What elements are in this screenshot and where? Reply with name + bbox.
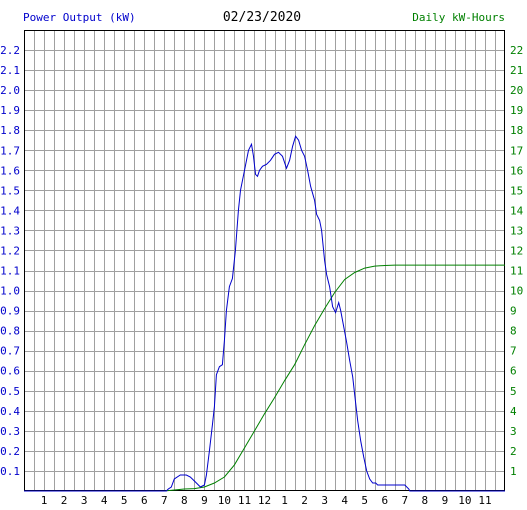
x-tick-label: 9	[442, 494, 449, 507]
left-tick-label: 0.3	[0, 425, 20, 438]
plot-frame	[24, 30, 505, 491]
right-tick-label: 6	[510, 365, 517, 378]
left-tick-label: 1.9	[0, 104, 20, 117]
x-tick-label: 1	[281, 494, 288, 507]
chart-grid	[24, 30, 505, 491]
left-tick-label: 2.1	[0, 64, 20, 77]
power-output-line	[24, 135, 505, 492]
left-tick-label: 0.9	[0, 305, 20, 318]
x-tick-label: 1	[41, 494, 48, 507]
left-tick-label: 1.2	[0, 244, 20, 257]
x-tick-label: 6	[141, 494, 148, 507]
right-tick-label: 3	[510, 425, 517, 438]
left-tick-label: 1.1	[0, 265, 20, 278]
x-tick-label: 7	[401, 494, 408, 507]
left-tick-label: 0.4	[0, 405, 20, 418]
x-tick-label: 11	[478, 494, 491, 507]
left-tick-label: 1.3	[0, 224, 20, 237]
left-tick-label: 0.1	[0, 465, 20, 478]
x-tick-label: 4	[101, 494, 108, 507]
x-tick-label: 3	[321, 494, 328, 507]
right-axis-title: Daily kW-Hours	[412, 11, 505, 24]
right-tick-label: 22	[510, 44, 523, 57]
right-tick-label: 18	[510, 124, 523, 137]
left-tick-label: 0.6	[0, 365, 20, 378]
left-tick-label: 0.7	[0, 345, 20, 358]
right-tick-label: 1	[510, 465, 517, 478]
right-tick-label: 17	[510, 144, 523, 157]
x-tick-label: 8	[422, 494, 429, 507]
right-tick-label: 11	[510, 265, 523, 278]
left-tick-label: 0.2	[0, 445, 20, 458]
left-tick-label: 0.5	[0, 385, 20, 398]
x-tick-label: 11	[238, 494, 251, 507]
left-tick-label: 1.0	[0, 285, 20, 298]
left-axis-title: Power Output (kW)	[23, 11, 136, 24]
right-tick-label: 5	[510, 385, 517, 398]
x-tick-label: 12	[258, 494, 271, 507]
x-tick-label: 8	[181, 494, 188, 507]
right-tick-label: 7	[510, 345, 517, 358]
left-tick-label: 1.8	[0, 124, 20, 137]
right-tick-label: 16	[510, 164, 523, 177]
x-tick-label: 10	[458, 494, 471, 507]
right-tick-label: 14	[510, 204, 524, 217]
right-tick-label: 19	[510, 104, 523, 117]
left-tick-label: 0.8	[0, 325, 20, 338]
x-tick-label: 10	[218, 494, 231, 507]
left-tick-label: 2.2	[0, 44, 20, 57]
left-tick-label: 1.6	[0, 164, 20, 177]
right-tick-label: 9	[510, 305, 517, 318]
x-tick-label: 4	[341, 494, 348, 507]
left-tick-label: 1.5	[0, 184, 20, 197]
right-tick-label: 12	[510, 244, 523, 257]
x-tick-label: 3	[81, 494, 88, 507]
right-tick-label: 8	[510, 325, 517, 338]
right-tick-label: 13	[510, 224, 523, 237]
right-tick-label: 20	[510, 84, 523, 97]
right-tick-label: 21	[510, 64, 523, 77]
right-tick-label: 2	[510, 445, 517, 458]
left-tick-label: 1.4	[0, 204, 20, 217]
x-tick-label: 2	[61, 494, 68, 507]
x-tick-label: 5	[121, 494, 128, 507]
x-tick-label: 2	[301, 494, 308, 507]
x-tick-label: 6	[381, 494, 388, 507]
daily-kwh-line	[24, 264, 505, 492]
left-tick-label: 1.7	[0, 144, 20, 157]
left-tick-label: 2.0	[0, 84, 20, 97]
x-tick-label: 5	[361, 494, 368, 507]
left-axis-ticks: 0.1 0.2 0.3 0.4 0.5 0.6 0.7 0.8 0.9 1.0 1.1 1.2 1.3 1…	[0, 44, 20, 478]
right-tick-label: 4	[510, 405, 517, 418]
right-tick-label: 15	[510, 184, 523, 197]
x-axis-ticks: 1 2 3 4 5 6 7 8 9 10 11 12 1 2 3 4 5 6 7 8 9 10 11	[41, 494, 492, 507]
x-tick-label: 7	[161, 494, 168, 507]
x-tick-label: 9	[201, 494, 208, 507]
right-tick-label: 10	[510, 285, 523, 298]
chart-date-title: 02/23/2020	[222, 10, 302, 25]
